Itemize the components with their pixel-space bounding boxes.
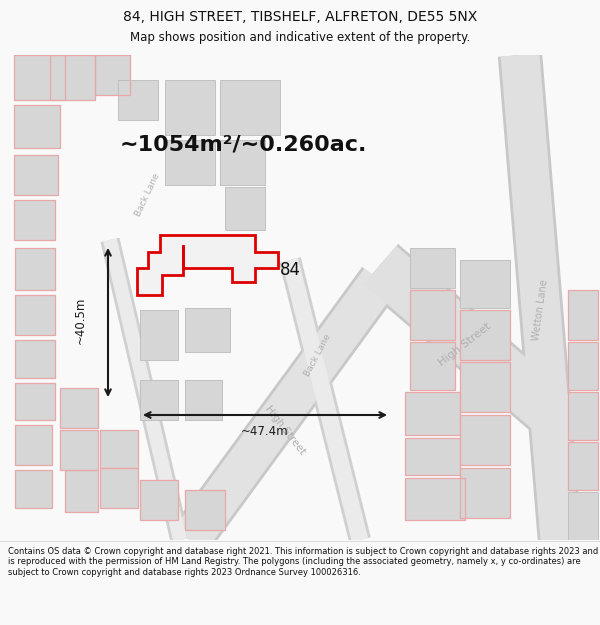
Polygon shape <box>14 105 60 148</box>
Polygon shape <box>460 468 510 518</box>
Polygon shape <box>50 55 95 100</box>
Polygon shape <box>100 430 138 468</box>
Polygon shape <box>220 140 265 185</box>
Text: High Street: High Street <box>263 404 307 456</box>
Polygon shape <box>460 310 510 360</box>
Polygon shape <box>60 388 98 428</box>
Polygon shape <box>568 492 598 540</box>
Polygon shape <box>568 442 598 490</box>
Text: ~47.4m: ~47.4m <box>241 426 289 439</box>
Polygon shape <box>460 362 510 412</box>
Polygon shape <box>225 187 265 230</box>
Polygon shape <box>405 392 460 435</box>
Polygon shape <box>568 290 598 340</box>
Polygon shape <box>14 200 55 240</box>
Polygon shape <box>165 140 215 185</box>
Text: 84: 84 <box>280 261 301 279</box>
Text: Wetton Lane: Wetton Lane <box>531 279 549 341</box>
Polygon shape <box>14 155 58 195</box>
Polygon shape <box>140 380 178 420</box>
Polygon shape <box>460 415 510 465</box>
Polygon shape <box>65 470 98 512</box>
Polygon shape <box>460 260 510 308</box>
Text: Map shows position and indicative extent of the property.: Map shows position and indicative extent… <box>130 31 470 44</box>
Polygon shape <box>14 55 65 100</box>
Polygon shape <box>568 392 598 440</box>
Polygon shape <box>95 55 130 95</box>
Text: High Street: High Street <box>437 322 493 368</box>
Polygon shape <box>405 438 460 475</box>
Polygon shape <box>15 383 55 420</box>
Polygon shape <box>185 308 230 352</box>
Polygon shape <box>405 478 465 520</box>
Polygon shape <box>220 80 280 135</box>
Polygon shape <box>15 470 52 508</box>
Text: ~40.5m: ~40.5m <box>74 296 86 344</box>
Polygon shape <box>165 80 215 135</box>
Polygon shape <box>15 295 55 335</box>
Polygon shape <box>60 430 98 470</box>
Polygon shape <box>140 310 178 360</box>
Polygon shape <box>568 342 598 390</box>
Polygon shape <box>118 80 158 120</box>
Text: Back Lane: Back Lane <box>303 332 333 378</box>
Polygon shape <box>100 468 138 508</box>
Text: 84, HIGH STREET, TIBSHELF, ALFRETON, DE55 5NX: 84, HIGH STREET, TIBSHELF, ALFRETON, DE5… <box>123 10 477 24</box>
Polygon shape <box>410 290 455 340</box>
Text: Back Lane: Back Lane <box>134 172 162 218</box>
Polygon shape <box>15 425 52 465</box>
Polygon shape <box>15 248 55 290</box>
Polygon shape <box>140 480 178 520</box>
Polygon shape <box>410 342 455 390</box>
Polygon shape <box>410 248 455 288</box>
Polygon shape <box>185 490 225 530</box>
Polygon shape <box>137 235 278 295</box>
Polygon shape <box>185 380 222 420</box>
Polygon shape <box>15 340 55 378</box>
Text: ~1054m²/~0.260ac.: ~1054m²/~0.260ac. <box>120 135 367 155</box>
Text: Contains OS data © Crown copyright and database right 2021. This information is : Contains OS data © Crown copyright and d… <box>8 547 598 577</box>
